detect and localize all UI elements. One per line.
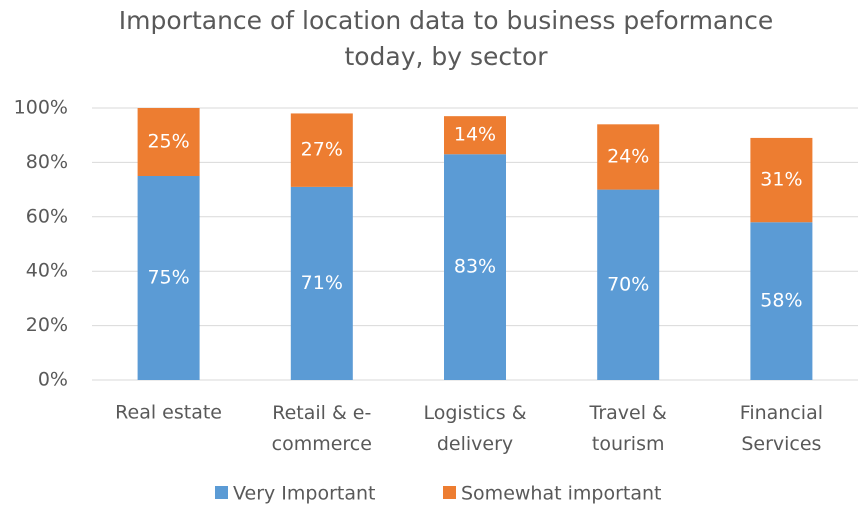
bar-segment — [750, 222, 813, 380]
data-label: 75% — [147, 267, 189, 289]
x-tick-label: Retail & e-commerce — [272, 402, 372, 455]
data-label: 70% — [607, 273, 649, 295]
y-tick-label: 0% — [38, 369, 68, 391]
bar-segment — [290, 186, 353, 380]
legend-label: Very Important — [233, 483, 376, 505]
x-tick-label: Logistics & delivery — [423, 402, 526, 455]
data-label: 25% — [147, 131, 189, 153]
x-tick-label: Financial Services — [740, 402, 823, 455]
bar-segment — [137, 176, 200, 380]
bar-segment — [597, 189, 660, 380]
data-label: 27% — [301, 139, 343, 161]
y-tick-label: 40% — [26, 260, 68, 282]
data-label: 14% — [454, 124, 496, 146]
bar-segment — [290, 113, 353, 187]
y-tick-label: 20% — [26, 314, 68, 336]
bar-segment — [750, 137, 813, 223]
x-tick-label: Travel & tourism — [589, 402, 668, 455]
legend-swatch — [215, 486, 228, 499]
legend-swatch — [443, 486, 456, 499]
data-label: 71% — [301, 272, 343, 294]
data-label: 83% — [454, 256, 496, 278]
chart-title: Importance of location data to business … — [119, 6, 773, 71]
bar-segment — [444, 154, 506, 380]
y-tick-label: 80% — [26, 151, 68, 173]
data-label: 31% — [760, 169, 802, 191]
data-label: 24% — [607, 145, 649, 167]
data-label: 58% — [760, 290, 802, 312]
bar-segment — [597, 124, 660, 190]
bar-segment — [444, 116, 506, 155]
y-tick-label: 60% — [26, 205, 68, 227]
y-tick-label: 100% — [14, 97, 68, 119]
x-tick-label: Real estate — [115, 402, 222, 424]
bar-segment — [137, 108, 200, 176]
legend-label: Somewhat important — [461, 483, 661, 505]
